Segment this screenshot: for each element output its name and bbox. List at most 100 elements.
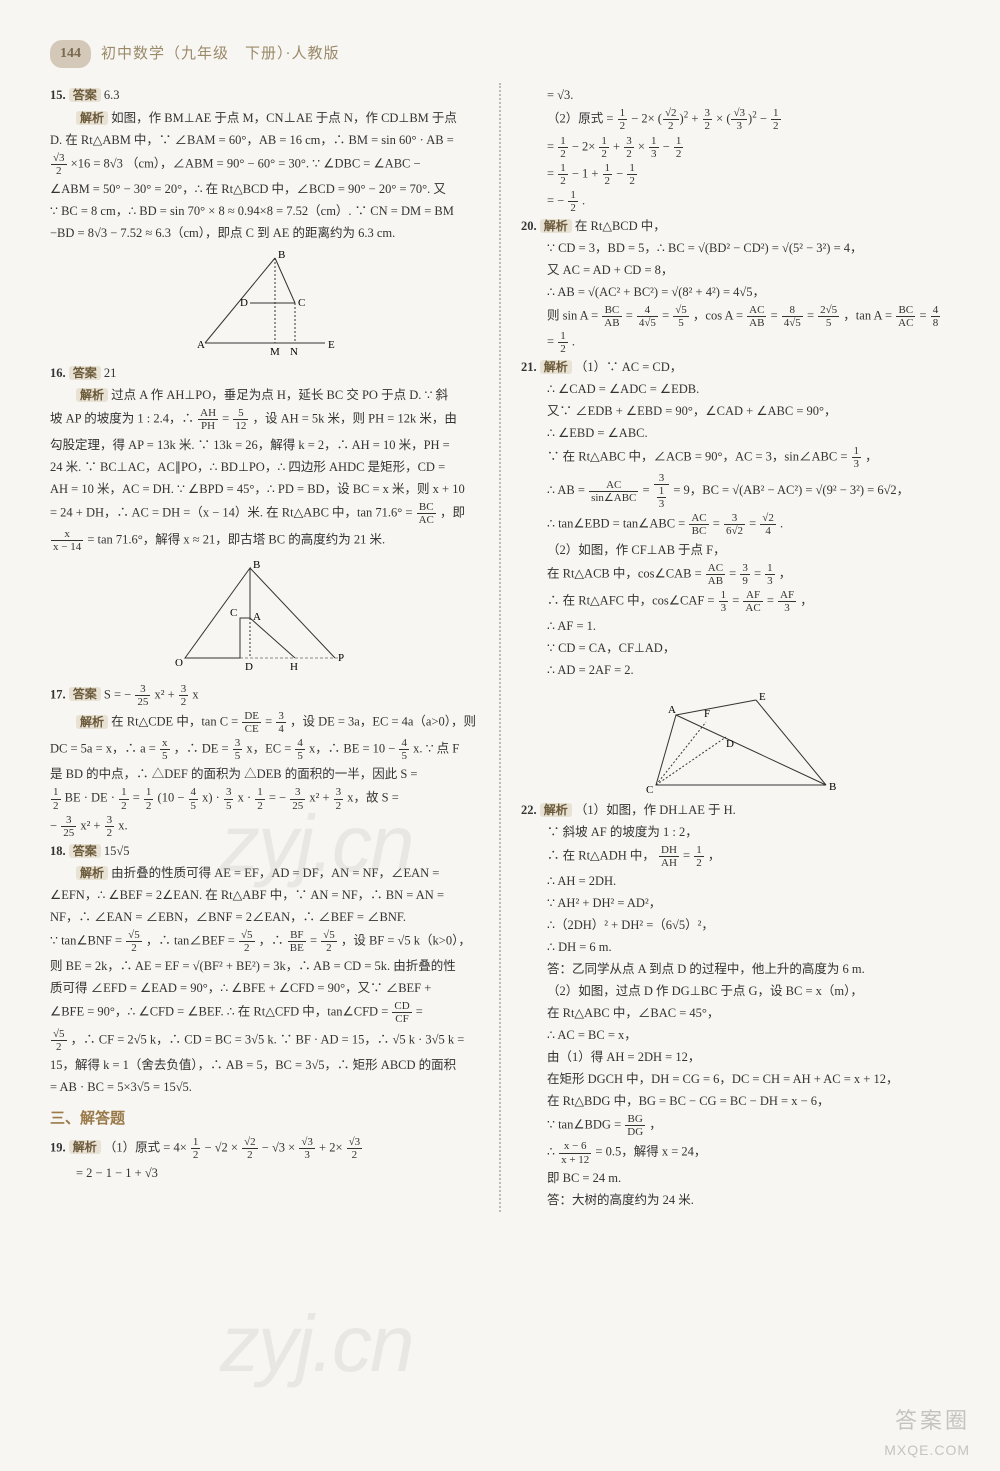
q15-sol-6: −BD = 8√3 − 7.52 ≈ 6.3（cm），即点 C 到 AE 的距离… bbox=[50, 223, 479, 243]
q16-sol-4: 24 米. ∵ BC⊥AC，AC∥PO，∴ BD⊥PO，∴ 四边形 AHDC 是… bbox=[50, 457, 479, 477]
q18-sol-7: ∠BFE = 90°，∴ ∠CFD = ∠BEF. ∴ 在 Rt△CFD 中，t… bbox=[50, 1000, 479, 1025]
q15-sol-3: √32 ×16 = 8√3 （cm），∠ABM = 90° − 60° = 30… bbox=[50, 152, 479, 177]
svg-text:D: D bbox=[245, 661, 253, 673]
q16-sol-1: 解析 过点 A 作 AH⊥PO，垂足为点 H，延长 BC 交 PO 于点 D. … bbox=[50, 385, 479, 405]
svg-text:C: C bbox=[298, 297, 305, 309]
q21-8: （2）如图，作 CF⊥AB 于点 F， bbox=[521, 540, 950, 560]
q22-15: ∵ tan∠BDG = BGDG ， bbox=[521, 1113, 950, 1138]
q18-sol-10: = AB · BC = 5×3√5 = 15√5. bbox=[50, 1077, 479, 1097]
page-header: 144 初中数学（九年级 下册）·人教版 bbox=[50, 40, 950, 68]
q22-3: ∴ 在 Rt△ADH 中， DHAH = 12 ， bbox=[521, 844, 950, 869]
svg-text:H: H bbox=[290, 661, 298, 673]
q18-sol-3: NF，∴ ∠EAN = ∠EBN，∠BNF = 2∠EAN，∴ ∠BEF = ∠… bbox=[50, 907, 479, 927]
q21-12: ∵ CD = CA，CF⊥AD， bbox=[521, 638, 950, 658]
q22-14: 在 Rt△BDG 中，BG = BC − CG = BC − DH = x − … bbox=[521, 1091, 950, 1111]
q15-answer: 15. 答案 6.3 bbox=[50, 85, 479, 105]
page-title: 初中数学（九年级 下册）·人教版 bbox=[101, 42, 340, 66]
q21-4: ∴ ∠EBD = ∠ABC. bbox=[521, 423, 950, 443]
svg-text:B: B bbox=[253, 559, 260, 571]
svg-text:B: B bbox=[829, 781, 836, 793]
q22-6: ∴（2DH）² + DH² =（6√5）²， bbox=[521, 915, 950, 935]
answer-label: 答案 bbox=[69, 88, 101, 102]
q16-sol-5: AH = 10 米，AC = DH. ∵ ∠BPD = 45°，∴ PD = B… bbox=[50, 479, 479, 499]
sol-label: 解析 bbox=[76, 111, 108, 125]
svg-text:N: N bbox=[290, 346, 298, 358]
q22-16: ∴ x − 6x + 12 = 0.5，解得 x = 24， bbox=[521, 1140, 950, 1165]
left-column: 15. 答案 6.3 解析 如图，作 BM⊥AE 于点 M，CN⊥AE 于点 N… bbox=[50, 83, 479, 1211]
q16-sol-2: 坡 AP 的坡度为 1 : 2.4，∴ AHPH = 512 ，设 AH = 5… bbox=[50, 407, 479, 432]
q18-sol-8: √52 ，∴ CF = 2√5 k，∴ CD = BC = 3√5 k. ∵ B… bbox=[50, 1028, 479, 1053]
svg-text:D: D bbox=[240, 297, 248, 309]
svg-text:P: P bbox=[338, 652, 344, 664]
footer-watermark: 答案圈 MXQE.COM bbox=[884, 1403, 970, 1461]
page-number: 144 bbox=[50, 40, 91, 68]
svg-text:O: O bbox=[175, 657, 183, 669]
q22-12: 由（1）得 AH = 2DH = 12， bbox=[521, 1047, 950, 1067]
q21-10: ∴ 在 Rt△AFC 中，cos∠CAF = 13 = AFAC = AF3 ， bbox=[521, 589, 950, 614]
q20: 20. 解析 在 Rt△BCD 中， bbox=[521, 216, 950, 236]
q22-8: 答：乙同学从点 A 到点 D 的过程中，他上升的高度为 6 m. bbox=[521, 959, 950, 979]
q22-9: （2）如图，过点 D 作 DG⊥BC 于点 G，设 BC = x（m）， bbox=[521, 981, 950, 1001]
q17-sol-4: 12 BE · DE · 12 = 12 (10 − 45 x) · 35 x … bbox=[50, 786, 479, 811]
svg-text:E: E bbox=[759, 691, 766, 703]
q20-4: ∴ AB = √(AC² + BC²) = √(8² + 4²) = 4√5， bbox=[521, 282, 950, 302]
q18-sol-1: 解析 由折叠的性质可得 AE = EF，AD = DF，AN = NF，∠EAN… bbox=[50, 863, 479, 883]
q21-13: ∴ AD = 2AF = 2. bbox=[521, 660, 950, 680]
q17-answer: 17. 答案 S = − 325 x² + 32 x bbox=[50, 683, 479, 708]
q22-17: 即 BC = 24 m. bbox=[521, 1168, 950, 1188]
q18-sol-2: ∠EFN，∴ ∠BEF = 2∠EAN. 在 Rt△ABF 中，∵ AN = N… bbox=[50, 885, 479, 905]
q18-sol-5: 则 BE = 2k，∴ AE = EF = √(BF² + BE²) = 3k，… bbox=[50, 956, 479, 976]
q18-sol-4: ∵ tan∠BNF = √52 ，∴ tan∠BEF = √52 ，∴ BFBE… bbox=[50, 929, 479, 954]
q17-sol-3: 是 BD 的中点，∴ △DEF 的面积为 △DEB 的面积的一半，因此 S = bbox=[50, 764, 479, 784]
svg-text:M: M bbox=[270, 346, 280, 358]
q15-sol-5: ∵ BC = 8 cm，∴ BD = sin 70° × 8 ≈ 0.94×8 … bbox=[50, 201, 479, 221]
q22-10: 在 Rt△ABC 中，∠BAC = 45°， bbox=[521, 1003, 950, 1023]
q21-11: ∴ AF = 1. bbox=[521, 616, 950, 636]
column-divider bbox=[499, 83, 501, 1211]
q22-4: ∴ AH = 2DH. bbox=[521, 871, 950, 891]
q18-sol-9: 15，解得 k = 1（舍去负值），∴ AB = 5，BC = 3√5，∴ 矩形… bbox=[50, 1055, 479, 1075]
q17-sol-5: − 325 x² + 32 x. bbox=[50, 814, 479, 839]
q22-18: 答：大树的高度约为 24 米. bbox=[521, 1190, 950, 1210]
svg-text:F: F bbox=[704, 708, 710, 720]
q17-sol-2: DC = 5a = x，∴ a = x5 ，∴ DE = 35 x，EC = 4… bbox=[50, 737, 479, 762]
svg-text:C: C bbox=[230, 607, 237, 619]
q19-cont-3: = 12 − 2× 12 + 32 × 13 − 12 bbox=[521, 135, 950, 160]
content-columns: 15. 答案 6.3 解析 如图，作 BM⊥AE 于点 M，CN⊥AE 于点 N… bbox=[50, 83, 950, 1211]
svg-text:E: E bbox=[328, 339, 335, 351]
footer-en: MXQE.COM bbox=[884, 1439, 970, 1461]
q16-diagram: O B C A D H P bbox=[165, 558, 365, 678]
q22-13: 在矩形 DGCH 中，DH = CG = 6，DC = CH = AH + AC… bbox=[521, 1069, 950, 1089]
q19-cont-1: = √3. bbox=[521, 85, 950, 105]
q16-sol-6: = 24 + DH，∴ AC = DH =（x − 14）米. 在 Rt△ABC… bbox=[50, 501, 479, 526]
svg-text:C: C bbox=[646, 784, 653, 795]
q16-sol-7: xx − 14 = tan 71.6°，解得 x ≈ 21，即古塔 BC 的高度… bbox=[50, 528, 479, 553]
svg-text:D: D bbox=[726, 738, 734, 750]
q22: 22. 解析 （1）如图，作 DH⊥AE 于 H. bbox=[521, 800, 950, 820]
q21-5: ∵ 在 Rt△ABC 中，∠ACB = 90°，AC = 3，sin∠ABC =… bbox=[521, 445, 950, 470]
q15-ans: 6.3 bbox=[104, 88, 120, 102]
q22-11: ∴ AC = BC = x， bbox=[521, 1025, 950, 1045]
watermark-2: zyj.cn bbox=[220, 1280, 413, 1408]
q15-sol-2: D. 在 Rt△ABM 中，∵ ∠BAM = 60°，AB = 16 cm，∴ … bbox=[50, 130, 479, 150]
right-column: = √3. （2）原式 = 12 − 2× (√22)2 + 32 × (√33… bbox=[521, 83, 950, 1211]
q19-cont-5: = − 12 . bbox=[521, 189, 950, 214]
q16-answer: 16. 答案 21 bbox=[50, 363, 479, 383]
q20-2: ∵ CD = 3，BD = 5，∴ BC = √(BD² − CD²) = √(… bbox=[521, 238, 950, 258]
svg-text:B: B bbox=[278, 249, 285, 261]
q19-sol: 19. 解析 （1）原式 = 4× 12 − √2 × √22 − √3 × √… bbox=[50, 1136, 479, 1161]
q21-6: ∴ AB = ACsin∠ABC = 313 = 9，BC = √(AB² − … bbox=[521, 472, 950, 510]
svg-text:A: A bbox=[253, 611, 261, 623]
q21-7: ∴ tan∠EBD = tan∠ABC = ACBC = 36√2 = √24 … bbox=[521, 512, 950, 537]
q22-7: ∴ DH = 6 m. bbox=[521, 937, 950, 957]
q21-diagram: A B C D E F bbox=[626, 685, 846, 795]
q18-sol-6: 质可得 ∠EFD = ∠EAD = 90°，∴ ∠BFE + ∠CFD = 90… bbox=[50, 978, 479, 998]
q21-9: 在 Rt△ACB 中，cos∠CAB = ACAB = 39 = 13 ， bbox=[521, 562, 950, 587]
q21-2: ∴ ∠CAD = ∠ADC = ∠EDB. bbox=[521, 379, 950, 399]
q20-3: 又 AC = AD + CD = 8， bbox=[521, 260, 950, 280]
q15-sol-4: ∠ABM = 50° − 30° = 20°，∴ 在 Rt△BCD 中，∠BCD… bbox=[50, 179, 479, 199]
q21-3: 又∵ ∠EDB + ∠EBD = 90°，∠CAD + ∠ABC = 90°， bbox=[521, 401, 950, 421]
footer-cn: 答案圈 bbox=[884, 1403, 970, 1438]
section-3-title: 三、解答题 bbox=[50, 1107, 479, 1131]
q17-sol-1: 解析 在 Rt△CDE 中，tan C = DECE = 34 ，设 DE = … bbox=[50, 710, 479, 735]
